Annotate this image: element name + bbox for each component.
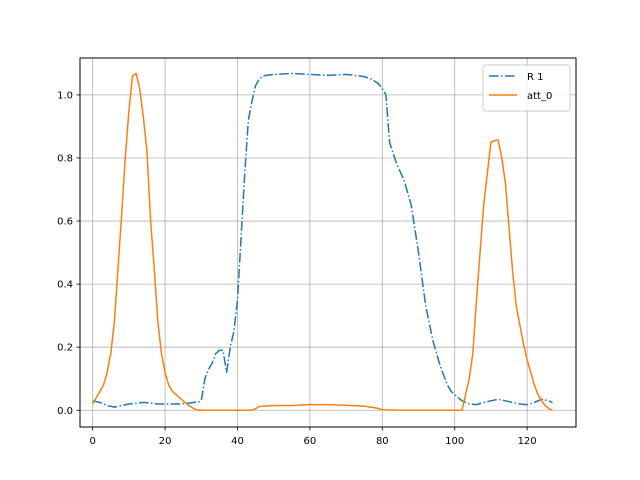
x-tick-label: 40 [231, 436, 244, 447]
y-tick-label: 0.2 [57, 343, 73, 354]
x-tick-label: 20 [159, 436, 172, 447]
x-tick-label: 100 [445, 436, 464, 447]
x-tick-label: 80 [376, 436, 389, 447]
legend-label: att_0 [527, 91, 552, 102]
y-tick-label: 0.4 [57, 280, 73, 291]
y-tick-label: 1.0 [57, 90, 73, 101]
y-tick-label: 0.6 [57, 217, 73, 228]
y-tick-label: 0.8 [57, 153, 73, 164]
x-tick-label: 0 [89, 436, 95, 447]
y-tick-label: 0.0 [57, 406, 73, 417]
plot-series [92, 72, 553, 412]
grid [80, 58, 576, 427]
axes-frame [79, 57, 577, 428]
legend-box [482, 64, 571, 112]
series-line-r1 [92, 72, 553, 408]
x-tick-label: 120 [518, 436, 537, 447]
axis-ticks: 0 20 40 60 80 100 120 0.0 0.2 0.4 0.6 0.8 1.0 [57, 90, 537, 447]
x-tick-label: 60 [304, 436, 317, 447]
legend-label: R 1 [527, 72, 544, 83]
legend: R 1 att_0 [482, 64, 571, 112]
series-line-att0 [92, 72, 553, 412]
